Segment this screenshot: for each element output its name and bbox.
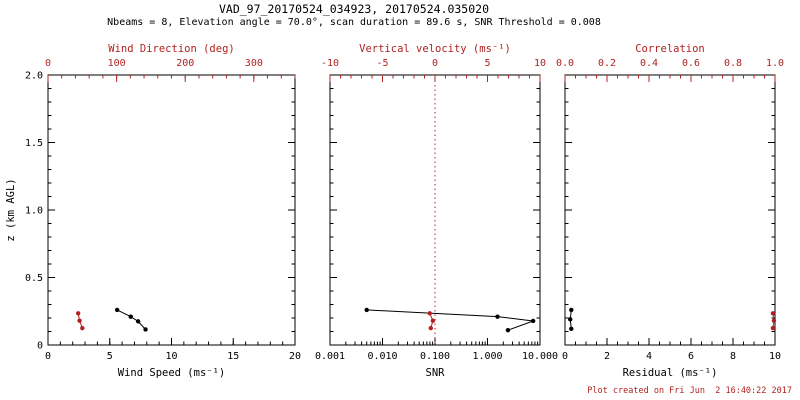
x-tick-label: 10.000 <box>522 351 558 362</box>
snr-point <box>530 318 536 324</box>
top-tick-label: 0.0 <box>556 58 574 69</box>
panel-border <box>329 74 541 346</box>
top-tick-label: 300 <box>245 58 263 69</box>
correlation-point <box>770 325 776 331</box>
x-tick-label: 6 <box>688 351 694 362</box>
y-axis-label: z (km AGL) <box>5 178 17 241</box>
x-tick-label: 10 <box>165 351 177 362</box>
y-tick-label: 0 <box>37 341 43 352</box>
snr-point <box>505 327 511 333</box>
panel-border <box>47 74 296 346</box>
wind-direction-point <box>77 318 82 323</box>
snr-line <box>366 309 534 331</box>
x-tick-label: 10 <box>769 351 781 362</box>
x-tick-label: 15 <box>227 351 239 362</box>
top-tick-label: 1.0 <box>766 58 784 69</box>
y-tick-label: 0.5 <box>25 273 43 284</box>
vertical-velocity-point <box>427 311 432 316</box>
residual-point <box>568 317 573 322</box>
wind-speed-point <box>128 314 133 319</box>
y-tick-label: 1.5 <box>25 138 43 149</box>
top-tick-label: 0.8 <box>724 58 742 69</box>
x-tick-label: 0.010 <box>367 351 397 362</box>
top-tick-label: 100 <box>108 58 126 69</box>
top-tick-label: 10 <box>534 58 546 69</box>
top-tick-label: 5 <box>484 58 490 69</box>
x-tick-label: 4 <box>646 351 652 362</box>
vertical-velocity-point <box>428 325 433 331</box>
wind-speed-point <box>114 307 120 313</box>
top-tick-label: 0 <box>45 58 51 69</box>
residual-point <box>569 307 574 313</box>
top-axis-label: Vertical velocity (ms⁻¹) <box>359 43 511 55</box>
snr-point <box>495 314 500 319</box>
top-tick-label: 0 <box>432 58 438 69</box>
plot-title: VAD_97_20170524_034923, 20170524.035020 <box>218 2 490 16</box>
wind-direction-point <box>80 325 85 331</box>
wind-speed-line <box>116 309 146 330</box>
x-tick-label: 1.000 <box>472 351 502 362</box>
residual-point <box>569 326 574 331</box>
x-tick-label: 0.100 <box>420 351 450 362</box>
correlation-point <box>771 318 777 323</box>
y-tick-label: 2.0 <box>25 71 43 82</box>
correlation-point <box>770 311 776 316</box>
top-tick-label: -5 <box>376 58 388 69</box>
vertical-velocity-point <box>430 318 436 323</box>
x-tick-label: 0.001 <box>315 351 345 362</box>
top-axis-label: Wind Direction (deg) <box>108 43 234 55</box>
panel-border <box>564 74 776 346</box>
top-axis-label: Correlation <box>635 43 705 55</box>
plot-timestamp: Plot created on Fri Jun 2 16:40:22 2017 <box>587 386 792 396</box>
y-tick-label: 1.0 <box>25 206 43 217</box>
snr-point <box>364 307 369 313</box>
wind-direction-point <box>75 311 81 316</box>
x-tick-label: 5 <box>107 351 113 362</box>
wind-speed-point <box>143 327 148 332</box>
x-tick-label: 2 <box>604 351 610 362</box>
x-axis-label: Residual (ms⁻¹) <box>623 367 718 379</box>
x-tick-label: 0 <box>45 351 51 362</box>
top-tick-label: 0.2 <box>598 58 616 69</box>
x-tick-label: 20 <box>289 351 301 362</box>
plot-subtitle: Nbeams = 8, Elevation angle = 70.0°, sca… <box>107 17 601 28</box>
x-axis-label: SNR <box>426 367 446 379</box>
top-tick-label: 0.6 <box>682 58 700 69</box>
x-tick-label: 0 <box>562 351 568 362</box>
x-axis-label: Wind Speed (ms⁻¹) <box>118 367 225 379</box>
top-tick-label: 0.4 <box>640 58 658 69</box>
x-tick-label: 8 <box>730 351 736 362</box>
wind-speed-point <box>135 319 141 324</box>
top-tick-label: 200 <box>176 58 194 69</box>
top-tick-label: -10 <box>321 58 339 69</box>
